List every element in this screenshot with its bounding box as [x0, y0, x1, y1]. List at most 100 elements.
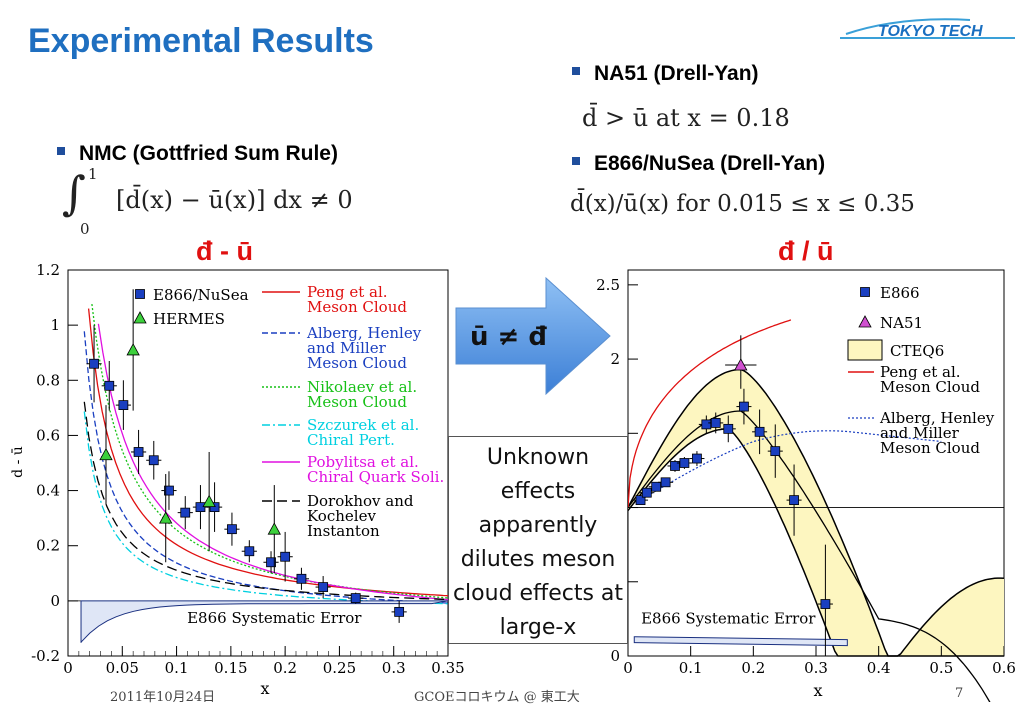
legend-e866-label: E866: [880, 284, 920, 302]
y-tick-label: 2.5: [596, 276, 620, 294]
dbar-over-ubar-chart: E866 Systematic Error 0 0.1 0.2 0.3 0.4 0.5 0.6…: [596, 269, 1016, 702]
bullet-nmc-label: NMC (Gottfried Sum Rule): [79, 142, 338, 165]
y-tick-label: 0: [610, 647, 620, 665]
e866-point: [296, 573, 307, 584]
e866-point: [754, 426, 765, 437]
y-tick-label: 1: [50, 316, 60, 334]
legend-peng-label: Meson Cloud: [880, 378, 980, 396]
x-tick-label: 0.4: [867, 659, 891, 677]
e866-point: [89, 358, 99, 369]
e866-point: [679, 458, 690, 468]
systematic-error-band: [80, 600, 449, 644]
y-tick-label: 0: [50, 592, 60, 610]
legend-label-3: Chiral Pert.: [307, 431, 395, 449]
bullet-square-icon: [572, 67, 580, 76]
footer-center: GCOEコロキウム @ 東工大: [414, 690, 580, 705]
e866-point: [350, 593, 361, 604]
callout-box: Unknown effects apparently dilutes meson…: [448, 436, 628, 644]
legend-hermes-marker: [133, 311, 147, 324]
y-axis-label: d - ū: [10, 446, 26, 478]
e866-point: [723, 423, 734, 434]
legend-label-4: Chiral Quark Soli.: [307, 468, 444, 486]
x-axis-label: x: [260, 679, 269, 698]
right-plot-title: đ / ū: [778, 236, 834, 266]
x-tick-label: 0.1: [679, 659, 703, 677]
legend-cteq6-label: CTEQ6: [890, 342, 944, 360]
e866-point: [244, 546, 255, 557]
cteq6-band: [628, 369, 1004, 656]
cteq6-central: [627, 410, 991, 702]
e866-point: [820, 599, 831, 609]
bullet-e866-label: E866/NuSea (Drell-Yan): [594, 152, 826, 175]
x-tick-label: 0.1: [165, 659, 189, 677]
e866-point: [660, 477, 671, 488]
e866-point: [641, 487, 652, 498]
legend-alberg-label: Alberg, Henley: [879, 409, 995, 427]
x-tick-label: 0.3: [804, 659, 828, 677]
legend-cteq6-swatch: [847, 339, 883, 361]
logo-text: TOKYO TECH: [878, 23, 983, 40]
e866-point: [148, 455, 159, 466]
e866-point: [180, 507, 191, 518]
e866-point: [266, 557, 276, 568]
e866-point: [195, 502, 206, 513]
e866-point: [635, 495, 646, 506]
e866-point: [227, 524, 237, 535]
y-tick-label: 0.4: [36, 482, 60, 500]
legend-e866-marker: [860, 287, 870, 297]
legend-label-4: Pobylitsa et al.: [307, 453, 419, 471]
bullet-nmc: NMC (Gottfried Sum Rule): [57, 142, 338, 166]
legend-peng-label: Peng et al.: [880, 363, 961, 381]
hermes-point: [159, 511, 173, 524]
e866-point: [394, 606, 405, 617]
x-tick-label: 0.3: [382, 659, 406, 677]
slide-title: Experimental Results: [28, 22, 374, 60]
legend-e866-marker: [135, 289, 145, 299]
x-tick-label: 0: [63, 659, 73, 677]
e866-point: [789, 495, 799, 506]
e866-point: [209, 502, 220, 513]
legend-label-1: Meson Cloud: [307, 354, 407, 372]
dorokhov-curve: [83, 401, 449, 601]
legend-label-5: Kochelev: [307, 507, 376, 525]
integral-lower-limit: 0: [80, 220, 90, 238]
e866-point: [104, 380, 115, 391]
legend-na51-marker: [858, 315, 872, 328]
y-tick-label: 0.8: [36, 371, 60, 389]
e866-point: [318, 582, 329, 592]
e866-point: [280, 551, 291, 562]
formula-e866: d̄(x)/ū(x) for 0.015 ≤ x ≤ 0.35: [570, 191, 915, 217]
e866-point: [770, 446, 781, 457]
bullet-e866: E866/NuSea (Drell-Yan): [572, 152, 825, 176]
legend-label-2: Nikolaev et al.: [307, 378, 417, 396]
x-tick-label: 0: [623, 659, 633, 677]
alberg-curve: [640, 430, 942, 501]
e866-point: [118, 400, 129, 411]
formula-na51: d̄ > ū at x = 0.18: [582, 104, 790, 132]
e866-point: [710, 418, 721, 428]
integral-upper-limit: 1: [88, 165, 98, 183]
x-tick-label: 0.15: [214, 659, 247, 677]
y-tick-label: 0.2: [36, 537, 60, 555]
e866-point: [692, 453, 702, 464]
footer-date: 2011年10月24日: [110, 690, 216, 705]
x-tick-label: 0.2: [273, 659, 297, 677]
cteq6-upper: [627, 368, 1005, 657]
y-tick-label: 0.6: [36, 426, 60, 444]
legend-label-3: Szczurek et al.: [307, 416, 419, 434]
pobylitsa-curve: [97, 323, 449, 601]
arrow-right-icon: [455, 276, 611, 396]
legend-label-1: and Miller: [307, 339, 387, 357]
y-tick-label: 1.2: [36, 262, 60, 279]
bullet-na51: NA51 (Drell-Yan): [572, 62, 759, 86]
legend-na51-label: NA51: [880, 314, 923, 332]
left-plot-title: đ - ū: [196, 236, 253, 266]
peng-curve: [87, 308, 449, 597]
legend-label-0: Peng et al.: [307, 283, 388, 301]
dbar-minus-ubar-chart: 0 0.05 0.1 0.15 0.2 0.25 0.3 0.35-0.200.20.40.6…: [10, 262, 465, 698]
x-tick-label: 0.25: [323, 659, 356, 677]
legend-e866-label: E866/NuSea: [153, 286, 249, 304]
legend-label-1: Alberg, Henley: [306, 324, 422, 342]
hermes-point: [99, 447, 113, 461]
e866-point: [701, 419, 712, 430]
